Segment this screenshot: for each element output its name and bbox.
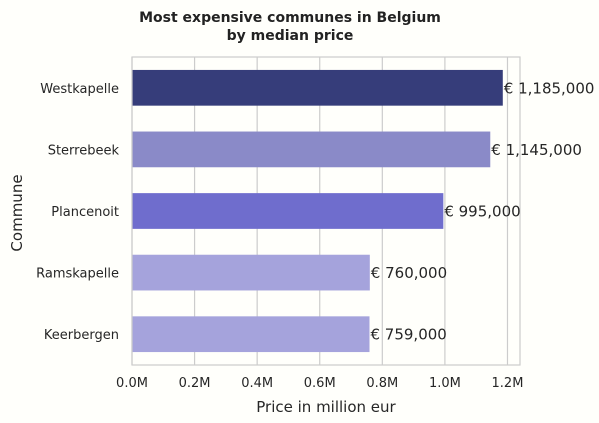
bars xyxy=(132,69,503,353)
bar xyxy=(132,69,503,106)
x-axis-label: Price in million eur xyxy=(256,398,396,416)
y-tick-label: Keerbergen xyxy=(44,328,119,343)
bar xyxy=(132,254,370,291)
x-tick-labels: 0.0M 0.2M 0.4M 0.6M 0.8M 1.0M 1.2M xyxy=(116,376,523,391)
x-tick-label: 1.0M xyxy=(429,376,461,391)
x-tick-label: 0.2M xyxy=(179,376,211,391)
x-tick-label: 0.8M xyxy=(366,376,398,391)
bar xyxy=(132,316,370,353)
bar-value-label: € 1,145,000 xyxy=(491,141,582,159)
bar xyxy=(132,131,491,168)
data-labels: € 1,185,000 € 1,145,000 € 995,000 € 760,000… xyxy=(370,79,594,343)
y-tick-label: Plancenoit xyxy=(51,205,119,220)
y-tick-label: Ramskapelle xyxy=(36,267,119,282)
bar-value-label: € 759,000 xyxy=(370,326,446,344)
y-tick-label: Sterrebeek xyxy=(48,143,120,158)
y-axis-label: Commune xyxy=(8,174,26,251)
x-tick-label: 0.0M xyxy=(116,376,148,391)
bar xyxy=(132,193,444,229)
x-tick-label: 0.4M xyxy=(241,376,273,391)
chart-title-line-2: by median price xyxy=(227,28,354,44)
bar-value-label: € 995,000 xyxy=(444,203,520,221)
chart-title-line-1: Most expensive communes in Belgium xyxy=(139,10,441,26)
x-tick-label: 1.2M xyxy=(492,376,524,391)
plot-frame xyxy=(131,56,521,366)
y-tick-label: Westkapelle xyxy=(40,82,119,97)
y-tick-labels: Westkapelle Sterrebeek Plancenoit Ramskapel… xyxy=(36,82,119,343)
bar-value-label: € 1,185,000 xyxy=(504,79,595,97)
x-tick-label: 0.6M xyxy=(304,376,336,391)
bar-value-label: € 760,000 xyxy=(371,264,447,282)
